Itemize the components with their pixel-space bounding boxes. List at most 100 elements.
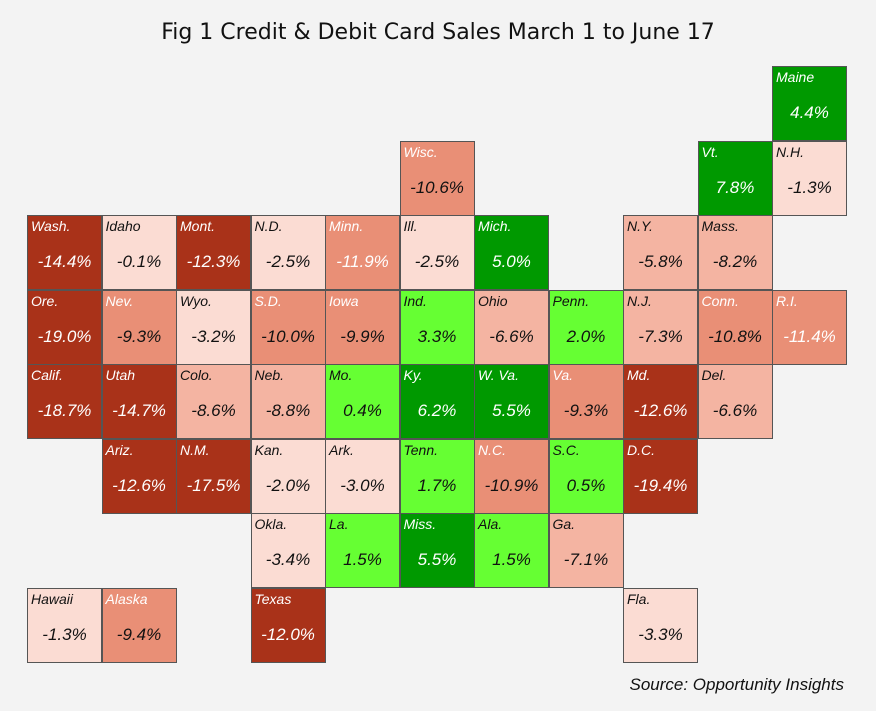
- state-label: La.: [329, 516, 349, 532]
- state-label: Minn.: [329, 218, 364, 234]
- state-tile: N.J. -7.3%: [623, 289, 698, 365]
- state-value: -3.4%: [265, 550, 311, 569]
- state-tile: Ariz. -12.6%: [101, 438, 177, 514]
- source-note: Source: Opportunity Insights: [629, 675, 844, 694]
- state-value: -14.4%: [37, 252, 92, 271]
- state-label: Ala.: [478, 516, 503, 532]
- state-tile: N.H. -1.3%: [772, 140, 847, 216]
- state-tile: Vt. 7.8%: [697, 140, 773, 216]
- state-value: -1.3%: [42, 624, 87, 644]
- state-label: Ore.: [31, 292, 59, 309]
- state-value: 3.3%: [417, 326, 457, 346]
- state-tile: Texas -12.0%: [250, 587, 326, 663]
- state-value: -3.0%: [340, 475, 385, 495]
- state-label: Ind.: [403, 292, 427, 309]
- state-tile: N.D. -2.5%: [250, 215, 326, 290]
- state-tile: Alaska -9.4%: [101, 587, 177, 663]
- state-label: Va.: [552, 367, 574, 383]
- state-label: N.J.: [627, 292, 652, 309]
- state-tile: Va. -9.3%: [548, 364, 624, 439]
- state-label: Mont.: [180, 218, 216, 234]
- state-tile: La. 1.5%: [325, 513, 400, 588]
- state-value: -11.9%: [336, 252, 389, 271]
- state-label: Penn.: [552, 292, 590, 309]
- state-label: R.I.: [776, 292, 798, 309]
- state-label: Mass.: [701, 218, 739, 234]
- state-value: 5.5%: [417, 550, 457, 569]
- state-tile: Miss. 5.5%: [399, 513, 475, 588]
- state-tile: Penn. 2.0%: [548, 289, 624, 365]
- state-value: -0.1%: [116, 252, 162, 271]
- state-tile: Maine 4.4%: [772, 66, 847, 141]
- state-tile: R.I. -11.4%: [772, 289, 847, 365]
- state-tile: Wash. -14.4%: [27, 215, 102, 290]
- state-tile: Wisc. -10.6%: [399, 140, 475, 216]
- state-label: Fla.: [627, 590, 651, 607]
- state-value: -6.6%: [712, 401, 758, 420]
- state-label: Alaska: [105, 590, 148, 607]
- state-label: N.D.: [254, 218, 283, 234]
- state-tile: N.M. -17.5%: [176, 438, 251, 514]
- state-value: -6.6%: [489, 326, 534, 346]
- state-value: -9.4%: [116, 624, 162, 644]
- state-label: Wash.: [31, 218, 71, 234]
- state-value: -12.6%: [112, 475, 166, 495]
- state-tile: N.C. -10.9%: [474, 438, 549, 514]
- state-label: D.C.: [627, 441, 655, 458]
- state-value: -7.1%: [563, 550, 609, 569]
- state-value: -8.8%: [265, 401, 311, 420]
- state-label: Hawaii: [31, 590, 74, 607]
- state-label: Ga.: [552, 516, 576, 532]
- state-tile: Neb. -8.8%: [250, 364, 326, 439]
- state-value: -2.5%: [265, 252, 311, 271]
- state-label: N.H.: [776, 143, 804, 160]
- state-label: Iowa: [329, 292, 359, 309]
- state-label: Mo.: [329, 367, 353, 383]
- state-tile: Conn. -10.8%: [697, 289, 773, 365]
- state-label: Utah: [105, 367, 136, 383]
- state-tile: Kan. -2.0%: [250, 438, 326, 514]
- chart-title: Fig 1 Credit & Debit Card Sales March 1 …: [161, 20, 715, 45]
- state-value: -12.3%: [186, 252, 241, 271]
- state-value: -2.0%: [265, 475, 311, 495]
- state-value: -7.3%: [638, 326, 683, 346]
- state-tile: Del. -6.6%: [697, 364, 773, 439]
- state-value: 7.8%: [715, 177, 755, 197]
- state-tile: Ohio -6.6%: [474, 289, 549, 365]
- state-label: Del.: [701, 367, 727, 383]
- state-tile: Nev. -9.3%: [101, 289, 177, 365]
- state-tile: Okla. -3.4%: [250, 513, 326, 588]
- state-value: 0.4%: [343, 401, 382, 420]
- state-label: N.C.: [478, 441, 506, 458]
- state-label: W. Va.: [478, 367, 519, 383]
- state-value: 2.0%: [566, 326, 606, 346]
- state-value: -9.3%: [116, 326, 162, 346]
- state-value: -3.2%: [191, 326, 236, 346]
- state-tile: D.C. -19.4%: [623, 438, 698, 514]
- state-tile: Hawaii -1.3%: [27, 587, 102, 663]
- state-label: Texas: [254, 590, 292, 607]
- state-label: Ohio: [478, 292, 508, 309]
- state-value: 1.5%: [343, 550, 382, 569]
- state-tile: Wyo. -3.2%: [176, 289, 251, 365]
- state-tile: Mich. 5.0%: [474, 215, 549, 290]
- state-value: 1.5%: [492, 550, 531, 569]
- state-label: N.M.: [180, 441, 210, 458]
- state-label: N.Y.: [627, 218, 653, 234]
- state-value: -19.0%: [37, 326, 92, 346]
- state-tile: Mass. -8.2%: [697, 215, 773, 290]
- state-label: Ariz.: [105, 441, 134, 458]
- state-tile: Ga. -7.1%: [548, 513, 624, 588]
- state-tile: Mont. -12.3%: [176, 215, 251, 290]
- state-label: Nev.: [105, 292, 134, 309]
- state-value: -10.8%: [708, 326, 762, 346]
- state-label: Tenn.: [403, 441, 439, 458]
- state-label: Vt.: [701, 143, 719, 160]
- state-tile: Minn. -11.9%: [325, 215, 400, 290]
- state-value: -9.9%: [340, 326, 385, 346]
- state-value: -18.7%: [37, 401, 92, 420]
- state-label: Maine: [776, 69, 815, 85]
- state-label: Okla.: [254, 516, 288, 532]
- state-label: Colo.: [180, 367, 213, 383]
- state-value: -8.2%: [712, 252, 758, 271]
